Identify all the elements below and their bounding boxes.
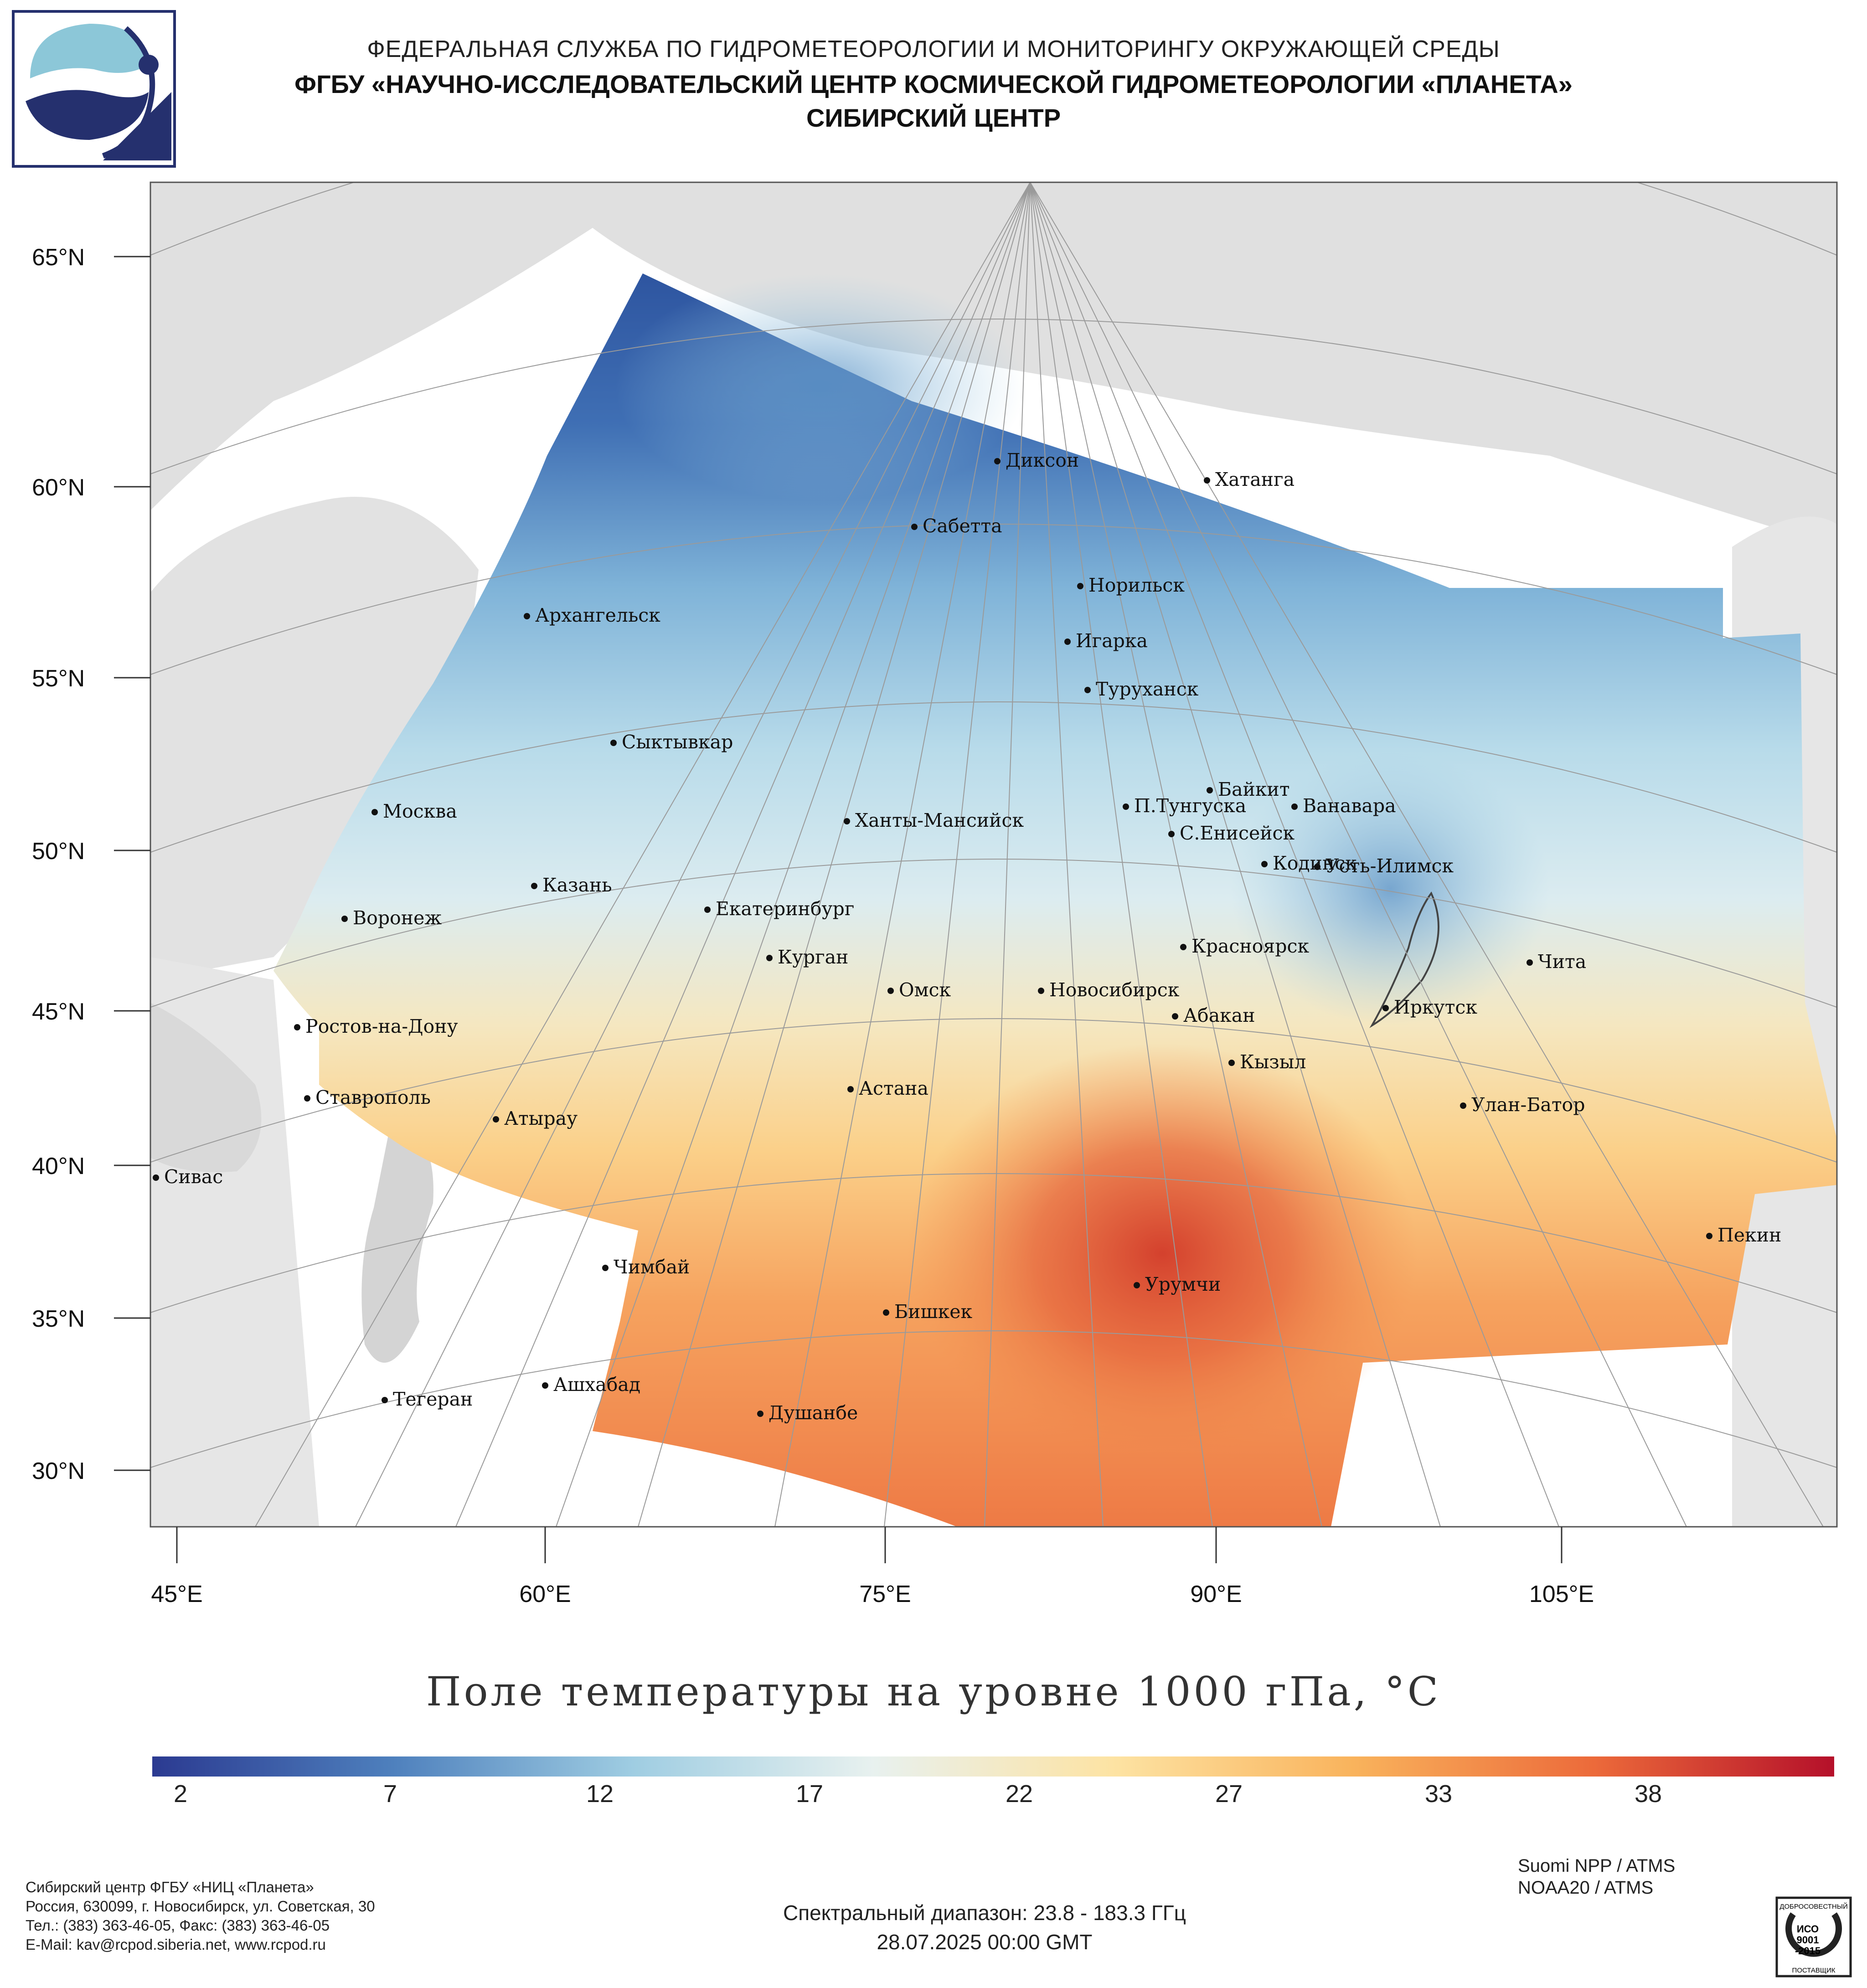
city-label: Чимбай xyxy=(614,1256,690,1278)
city-label: Кодинск xyxy=(1273,852,1357,874)
city-markers: Диксон Хатанга Сабетта Норильск Архангел… xyxy=(153,449,1781,1424)
satellite-info: Suomi NPP / ATMS NOAA20 / ATMS xyxy=(1518,1855,1675,1899)
city-label: Москва xyxy=(383,800,457,822)
cert-bottom: ПОСТАВЩИК xyxy=(1792,1967,1835,1974)
city-label: Диксон xyxy=(1006,449,1079,471)
lon-label: 75°E xyxy=(859,1581,911,1607)
temperature-colorbar xyxy=(152,1756,1834,1777)
city-label: Туруханск xyxy=(1096,678,1199,700)
colorbar-tick: 27 xyxy=(1215,1780,1243,1808)
city-label: Астана xyxy=(859,1077,928,1099)
longitude-lines xyxy=(255,182,1824,1527)
hot-spot xyxy=(907,1044,1418,1463)
contact-line: Тел.: (383) 363-46-05, Факс: (383) 363-4… xyxy=(26,1917,330,1934)
city-label: Ванавара xyxy=(1303,795,1396,817)
longitude-axis: 45°E 60°E 75°E 90°E 105°E xyxy=(151,1527,1594,1607)
planeta-logo-icon xyxy=(12,10,176,168)
contact-info: Сибирский центр ФГБУ «НИЦ «Планета» Росс… xyxy=(26,1878,375,1954)
city-label: Игарка xyxy=(1076,630,1148,652)
city-label: Омск xyxy=(899,979,951,1001)
observation-datetime: 28.07.2025 00:00 GMT xyxy=(877,1930,1093,1954)
city-label: Бишкек xyxy=(894,1301,972,1323)
city-label: Новосибирск xyxy=(1049,979,1180,1001)
agency-title: ФЕДЕРАЛЬНАЯ СЛУЖБА ПО ГИДРОМЕТЕОРОЛОГИИ … xyxy=(367,36,1500,62)
contact-line: E-Mail: kav@rcpod.siberia.net, www.rcpod… xyxy=(26,1936,326,1953)
colorbar-tick: 17 xyxy=(795,1780,824,1808)
colorbar-tick: 7 xyxy=(383,1780,397,1808)
latitude-lines xyxy=(150,182,1837,1468)
city-label: Усть-Илимск xyxy=(1325,855,1454,877)
city-label: Архангельск xyxy=(535,604,660,626)
lat-label: 30°N xyxy=(32,1458,85,1484)
city-label: Казань xyxy=(542,874,612,896)
city-label: Ханты-Мансийск xyxy=(855,809,1024,831)
black-sea xyxy=(150,1003,262,1172)
lat-label: 65°N xyxy=(32,244,85,271)
city-label: Воронеж xyxy=(353,907,442,929)
temperature-map: 65°N 60°N 55°N 50°N 45°N 40°N 35°N 30°N … xyxy=(32,181,1838,1607)
city-label: Улан-Батор xyxy=(1471,1094,1585,1116)
lat-label: 50°N xyxy=(32,838,85,865)
satellite-line: Suomi NPP / ATMS xyxy=(1518,1856,1676,1876)
city-label: Пекин xyxy=(1717,1224,1781,1246)
institute-title: ФГБУ «НАУЧНО-ИССЛЕДОВАТЕЛЬСКИЙ ЦЕНТР КОС… xyxy=(294,70,1573,98)
city-label: Чита xyxy=(1538,951,1586,973)
cert-top: ДОБРОСОВЕСТНЫЙ xyxy=(1779,1902,1848,1911)
city-label: Байкит xyxy=(1218,778,1290,800)
map-title: Поле температуры на уровне 1000 гПа, °С xyxy=(426,1668,1441,1715)
city-label: Ставрополь xyxy=(315,1087,431,1108)
map-frame xyxy=(150,181,1838,1528)
spectral-info: Спектральный диапазон: 23.8 - 183.3 ГГц … xyxy=(0,1898,1867,1957)
iso-certificate-icon: ДОБРОСОВЕСТНЫЙ ИСО 9001 -2015 ПОСТАВЩИК xyxy=(1775,1896,1852,1978)
city-label: П.Тунгуска xyxy=(1134,795,1246,817)
city-label: Сыктывкар xyxy=(622,731,733,753)
lon-label: 60°E xyxy=(519,1581,571,1607)
city-label: Хатанга xyxy=(1215,469,1295,490)
city-label: Сивас xyxy=(164,1166,223,1188)
cold-spot-baikal xyxy=(1231,752,1550,1025)
satellite-line: NOAA20 / ATMS xyxy=(1518,1878,1654,1898)
european-landmass xyxy=(150,497,479,980)
lake-baikal xyxy=(1369,891,1439,1028)
lat-label: 45°N xyxy=(32,999,85,1025)
caspian-sea xyxy=(361,1117,433,1363)
city-label: Кызыл xyxy=(1240,1051,1306,1073)
city-label: Красноярск xyxy=(1191,935,1309,957)
city-label: Урумчи xyxy=(1145,1273,1221,1295)
colorbar-tick: 22 xyxy=(1005,1780,1033,1808)
lat-label: 55°N xyxy=(32,665,85,692)
colorbar-tick: 38 xyxy=(1634,1780,1662,1808)
city-label: Сабетта xyxy=(923,515,1002,537)
cold-spot xyxy=(615,273,1026,501)
colorbar-tick: 12 xyxy=(586,1780,614,1808)
city-label: Тегеран xyxy=(393,1388,473,1410)
cert-iso: ИСО xyxy=(1797,1923,1819,1935)
contact-line: Сибирский центр ФГБУ «НИЦ «Планета» xyxy=(26,1879,314,1895)
city-label: Иркутск xyxy=(1394,996,1477,1018)
latitude-axis: 65°N 60°N 55°N 50°N 45°N 40°N 35°N 30°N xyxy=(32,244,150,1484)
lat-label: 40°N xyxy=(32,1153,85,1179)
lon-label: 45°E xyxy=(151,1581,202,1607)
spectral-range: Спектральный диапазон: 23.8 - 183.3 ГГц xyxy=(783,1901,1186,1925)
city-label: Душанбе xyxy=(768,1402,858,1424)
lon-label: 105°E xyxy=(1529,1581,1594,1607)
city-label: С.Енисейск xyxy=(1180,822,1295,844)
city-label: Курган xyxy=(778,946,848,968)
center-title: СИБИРСКИЙ ЦЕНТР xyxy=(806,103,1061,132)
lon-label: 90°E xyxy=(1190,1581,1242,1607)
city-label: Абакан xyxy=(1183,1004,1255,1026)
cert-number: 9001 xyxy=(1797,1934,1819,1946)
lat-label: 35°N xyxy=(32,1306,85,1332)
city-label: Атырау xyxy=(504,1107,578,1129)
city-label: Ашхабад xyxy=(553,1374,640,1396)
city-label: Екатеринбург xyxy=(716,898,854,920)
contact-line: Россия, 630099, г. Новосибирск, ул. Сове… xyxy=(26,1898,375,1915)
colorbar-tick: 33 xyxy=(1424,1780,1453,1808)
city-label: Ростов-на-Дону xyxy=(305,1015,458,1037)
colorbar-tick: 2 xyxy=(173,1780,188,1808)
lat-label: 60°N xyxy=(32,474,85,501)
city-label: Норильск xyxy=(1088,574,1185,596)
cert-year: -2015 xyxy=(1795,1945,1821,1957)
